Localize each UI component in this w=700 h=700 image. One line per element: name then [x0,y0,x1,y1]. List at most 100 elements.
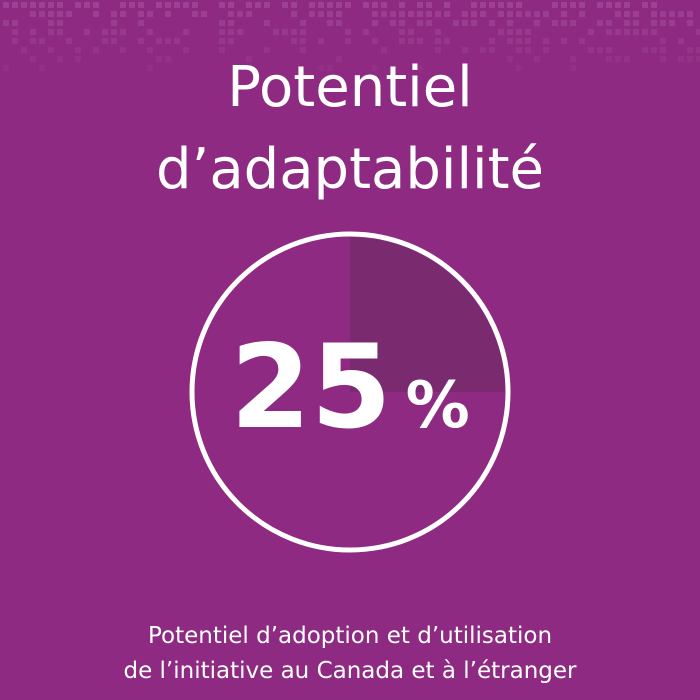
pattern-square [147,11,153,17]
pattern-square [363,29,369,35]
pattern-square [435,29,441,35]
pattern-square [687,56,693,62]
pattern-square [462,20,468,26]
pattern-square [417,38,423,44]
pattern-square [687,47,693,53]
pattern-square [327,65,333,71]
pattern-square [282,2,288,8]
pattern-square [606,20,612,26]
pattern-square [435,47,441,53]
pattern-square [66,11,72,17]
pattern-square [246,56,252,62]
pattern-square [156,2,162,8]
pattern-square [642,47,648,53]
pattern-square [120,47,126,53]
pattern-square [255,2,261,8]
pattern-square [525,29,531,35]
caption-line-2: de l’initiative au Canada et à l’étrange… [123,658,577,684]
pattern-square [246,11,252,17]
pattern-square [300,47,306,53]
pattern-square [183,47,189,53]
pattern-square [138,38,144,44]
pattern-square [192,11,198,17]
pattern-square [12,2,18,8]
pattern-square [111,11,117,17]
pattern-square [156,56,162,62]
pattern-square [408,38,414,44]
pattern-square [624,11,630,17]
pattern-square [30,56,36,62]
pattern-square [381,47,387,53]
pattern-square [651,20,657,26]
pattern-square [327,11,333,17]
pattern-square [408,29,414,35]
pattern-square [291,11,297,17]
pattern-square [291,38,297,44]
pattern-square [102,38,108,44]
pattern-square [120,29,126,35]
pattern-square [147,65,153,71]
pattern-square [48,2,54,8]
pattern-square [120,11,126,17]
pattern-square [219,29,225,35]
pattern-square [615,56,621,62]
pattern-square [102,29,108,35]
pattern-square [12,38,18,44]
pattern-square [57,2,63,8]
caption-line-1: Potentiel d’adoption et d’utilisation [147,623,553,649]
pattern-square [75,56,81,62]
pattern-square [471,2,477,8]
pattern-square [345,29,351,35]
pattern-square [444,38,450,44]
pattern-square [345,38,351,44]
pattern-square [372,38,378,44]
pattern-square [678,38,684,44]
pattern-square [507,11,513,17]
pattern-square [165,38,171,44]
pattern-square [435,11,441,17]
pattern-square [309,2,315,8]
pattern-square [57,29,63,35]
pattern-square [624,29,630,35]
pattern-square [570,56,576,62]
pattern-square [642,2,648,8]
pattern-square [606,2,612,8]
pattern-square [48,11,54,17]
pattern-square [660,38,666,44]
pattern-square [291,2,297,8]
pattern-square [300,20,306,26]
pattern-square [174,38,180,44]
pattern-square [498,11,504,17]
pattern-square [489,47,495,53]
pattern-square [561,20,567,26]
pattern-square [651,47,657,53]
pattern-square [75,2,81,8]
pattern-square [633,11,639,17]
pattern-square [345,2,351,8]
percentage-gauge [189,231,511,553]
pattern-square [669,11,675,17]
pattern-square [300,29,306,35]
pattern-square [624,56,630,62]
pattern-square [606,56,612,62]
pattern-square [165,2,171,8]
pattern-square [399,29,405,35]
pattern-square [615,2,621,8]
pattern-square [300,38,306,44]
pattern-square [516,65,522,71]
pattern-square [246,2,252,8]
pattern-square [174,2,180,8]
pattern-square [21,47,27,53]
percentage-number: 25 [230,320,392,455]
pattern-square [561,11,567,17]
pattern-square [336,2,342,8]
pattern-square [687,11,693,17]
pattern-square [516,38,522,44]
pattern-square [30,11,36,17]
pattern-square [147,29,153,35]
pattern-square [336,20,342,26]
pattern-square [561,38,567,44]
pattern-square [399,2,405,8]
pattern-square [678,11,684,17]
pattern-square [408,11,414,17]
